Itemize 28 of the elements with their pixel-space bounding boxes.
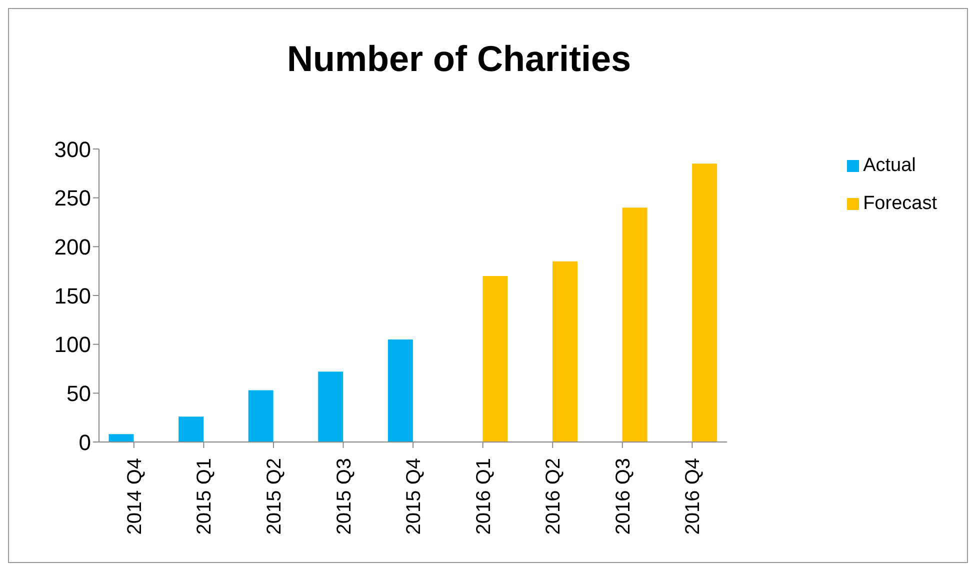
- x-tick-label: 2015 Q2: [263, 458, 286, 535]
- bar: [108, 434, 134, 442]
- x-tick-label: 2016 Q3: [612, 458, 634, 535]
- bar: [388, 339, 413, 442]
- bar: [482, 276, 508, 442]
- legend-label: Forecast: [863, 193, 937, 214]
- y-tick-label: 150: [54, 283, 91, 308]
- x-tick-label: 2016 Q2: [542, 458, 565, 535]
- x-tick-label: 2015 Q1: [194, 458, 216, 535]
- x-tick-label: 2016 Q4: [682, 458, 704, 535]
- x-tick-label: 2014 Q4: [124, 458, 146, 535]
- bar: [692, 164, 718, 442]
- bar: [248, 390, 274, 442]
- y-tick-label: 50: [66, 380, 91, 406]
- bar: [178, 416, 204, 442]
- bar: [552, 261, 578, 442]
- bar: [318, 372, 344, 442]
- x-tick-label: 2015 Q4: [403, 458, 426, 535]
- bar: [622, 208, 648, 442]
- x-tick-label: 2015 Q3: [333, 458, 356, 535]
- legend-label: Actual: [863, 155, 916, 176]
- y-tick-label: 100: [54, 332, 91, 358]
- y-tick-label: 0: [78, 430, 91, 455]
- x-tick-label: 2016 Q1: [472, 458, 495, 535]
- y-tick-label: 200: [54, 234, 91, 260]
- y-tick-label: 250: [54, 186, 91, 211]
- chart-title: Number of Charities: [286, 37, 632, 81]
- y-tick-label: 300: [54, 136, 91, 162]
